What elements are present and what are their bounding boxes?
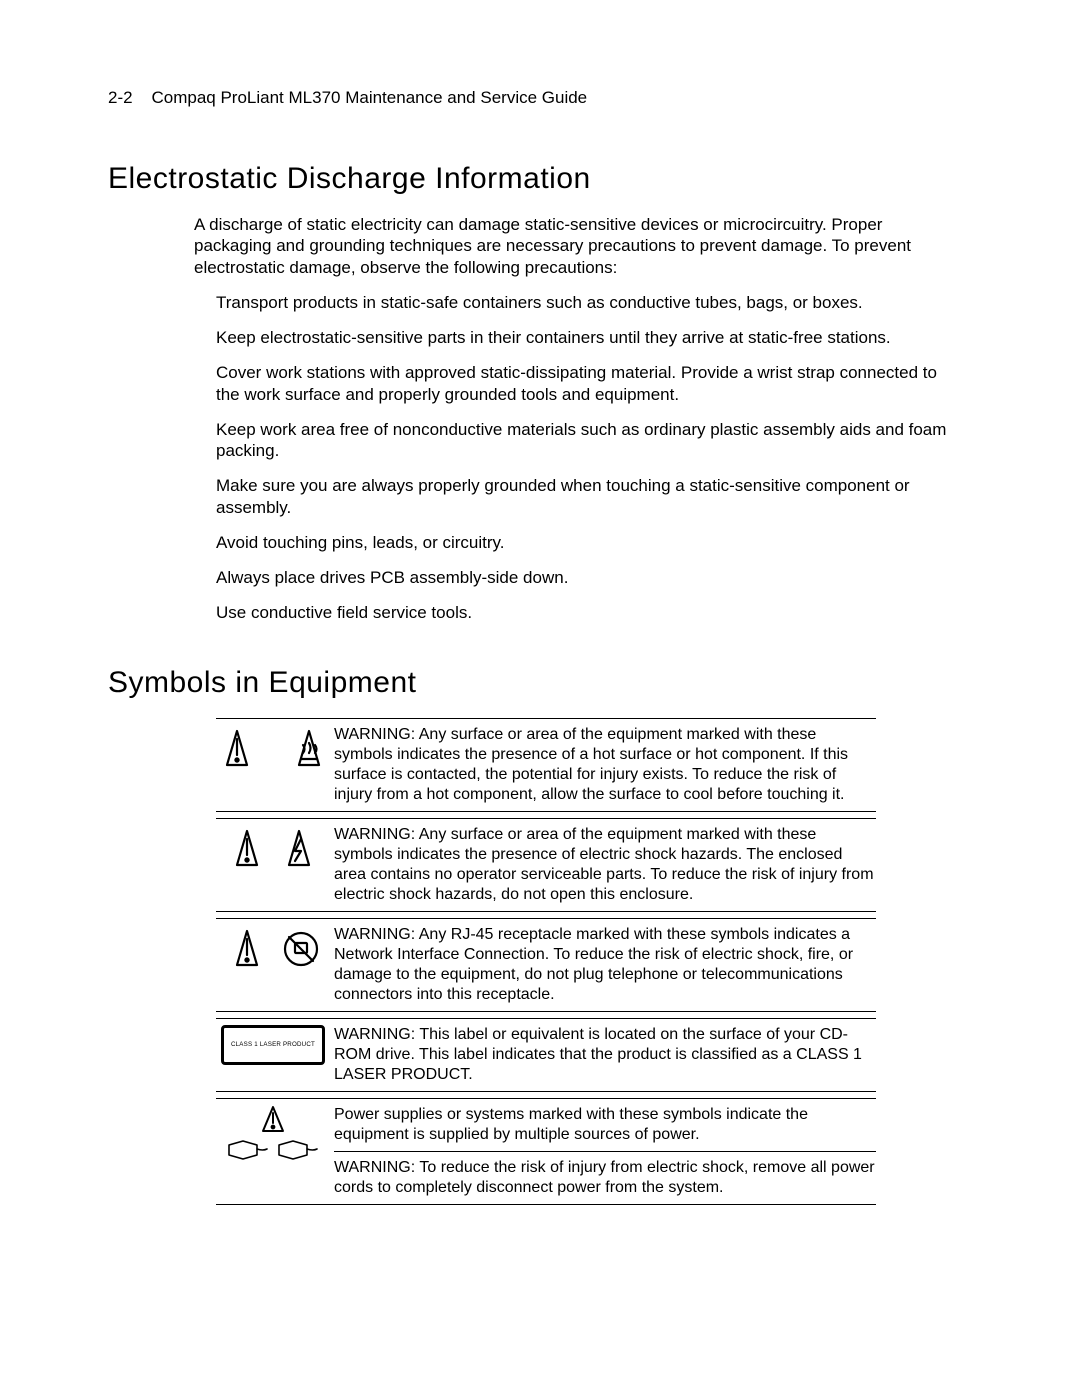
warning-label: WARNING: [334, 926, 415, 943]
heading-symbols: Symbols in Equipment [108, 666, 972, 700]
symbol-text: Power supplies or systems marked with th… [334, 1099, 876, 1204]
symbol-text: WARNING: This label or equivalent is loc… [334, 1019, 876, 1091]
warning-label: WARNING: [334, 1026, 415, 1043]
symbol-row: CLASS 1 LASER PRODUCT WARNING: This labe… [216, 1018, 876, 1092]
esd-bullet: Keep work area free of nonconductive mat… [216, 419, 956, 462]
esd-bullet: Cover work stations with approved static… [216, 362, 956, 405]
symbol-row: WARNING: Any RJ-45 receptacle marked wit… [216, 918, 876, 1012]
esd-bullet: Use conductive field service tools. [216, 602, 956, 623]
symbol-row: Power supplies or systems marked with th… [216, 1098, 876, 1205]
warning-electric-shock-icon [216, 819, 334, 873]
symbol-row: WARNING: Any surface or area of the equi… [216, 818, 876, 912]
symbol-text: WARNING: Any surface or area of the equi… [334, 719, 876, 811]
symbol-row: WARNING: Any surface or area of the equi… [216, 718, 876, 812]
page-header: 2-2 Compaq ProLiant ML370 Maintenance an… [108, 88, 972, 108]
page-number: 2-2 [108, 88, 133, 107]
warning-label: WARNING: [334, 1159, 415, 1176]
symbol-text: WARNING: Any RJ-45 receptacle marked wit… [334, 919, 876, 1011]
power-intro: Power supplies or systems marked with th… [334, 1106, 808, 1143]
warning-hot-surface-icon [216, 719, 334, 773]
warning-label: WARNING: [334, 826, 415, 843]
heading-esd: Electrostatic Discharge Information [108, 162, 972, 196]
laser-label-text: CLASS 1 LASER PRODUCT [231, 1041, 315, 1048]
warning-body: Any surface or area of the equipment mar… [334, 826, 874, 903]
esd-bullet: Keep electrostatic-sensitive parts in th… [216, 327, 956, 348]
doc-title: Compaq ProLiant ML370 Maintenance and Se… [151, 88, 587, 107]
esd-intro: A discharge of static electricity can da… [194, 214, 954, 278]
multiple-power-sources-icon [216, 1099, 334, 1169]
warning-label: WARNING: [334, 726, 415, 743]
symbol-text: WARNING: Any surface or area of the equi… [334, 819, 876, 911]
esd-bullet: Transport products in static-safe contai… [216, 292, 956, 313]
class1-laser-label-icon: CLASS 1 LASER PRODUCT [216, 1019, 334, 1069]
esd-bullet: Avoid touching pins, leads, or circuitry… [216, 532, 956, 553]
warning-body: To reduce the risk of injury from electr… [334, 1159, 875, 1196]
esd-bullet: Make sure you are always properly ground… [216, 475, 956, 518]
esd-bullet: Always place drives PCB assembly-side do… [216, 567, 956, 588]
warning-network-jack-icon [216, 919, 334, 973]
